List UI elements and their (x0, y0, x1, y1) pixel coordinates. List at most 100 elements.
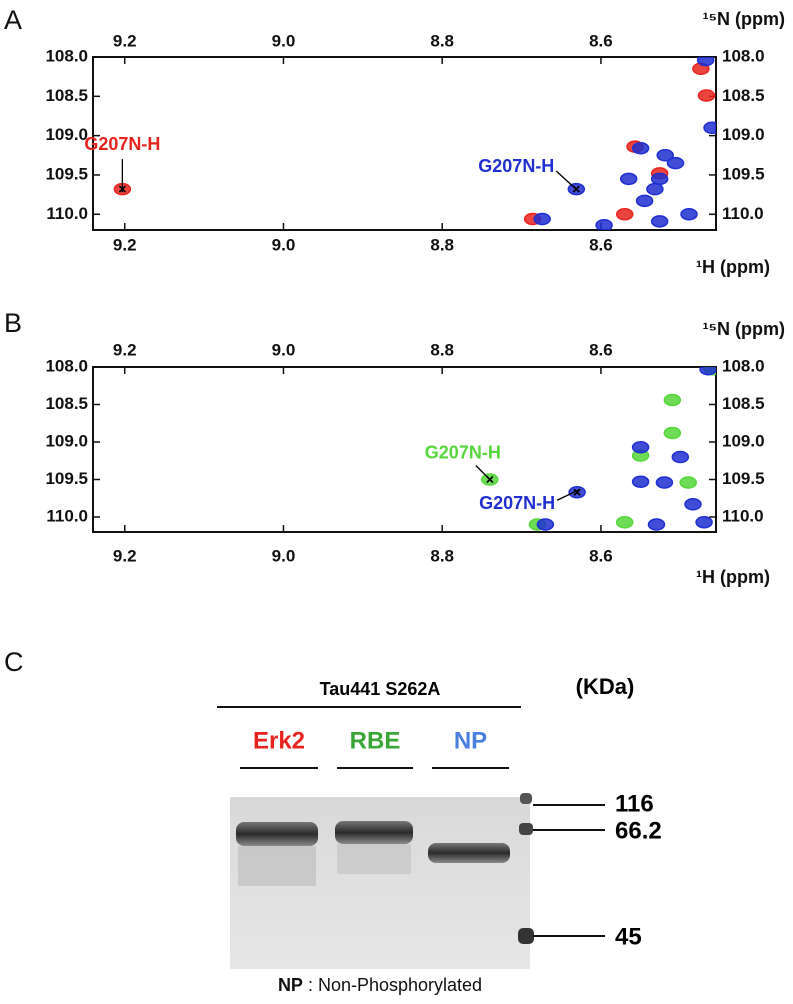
y-tick-label: 109.0 (722, 125, 765, 144)
x-tick-label: 9.2 (113, 31, 137, 50)
marker-label: 66.2 (615, 817, 662, 844)
peaks (113, 57, 716, 230)
x-tick-label: 9.0 (272, 546, 296, 565)
annotation: G207N-H (479, 493, 555, 513)
unit-label: (KDa) (576, 674, 635, 699)
panel-label: A (4, 5, 22, 35)
y-tick-label: 109.0 (45, 125, 88, 144)
marker-band (520, 793, 532, 804)
x-tick-label: 8.8 (430, 546, 454, 565)
x-tick-label: 9.2 (113, 235, 137, 254)
y-tick-label: 109.0 (45, 431, 88, 450)
x-tick-label: 8.8 (430, 340, 454, 359)
peak (680, 208, 698, 221)
y-tick-label: 109.0 (722, 431, 765, 450)
annotation: G207N-H (425, 442, 501, 462)
marker-label: 116 (615, 790, 654, 817)
footnote-text: : Non-Phosphorylated (303, 975, 482, 995)
peak (533, 212, 551, 226)
peak (650, 215, 669, 228)
x-tick-label: 9.0 (272, 31, 296, 50)
annotation-arrow (556, 488, 581, 501)
annotation: G207N-H (84, 134, 160, 154)
y-tick-label: 110.0 (722, 506, 764, 525)
peak (635, 194, 654, 208)
peak (697, 89, 716, 102)
lane-label: RBE (350, 727, 401, 754)
construct-label: Tau441 S262A (320, 679, 441, 699)
gel-panel: C Tau441 S262A (KDa) 116 66.2 45 NP : No… (4, 647, 662, 995)
y-tick-label: 108.0 (45, 356, 88, 375)
y-axis-label: ¹⁵N (ppm) (703, 319, 785, 339)
marker-label: 45 (615, 923, 642, 950)
y-tick-label: 110.0 (46, 506, 88, 525)
y-tick-label: 108.5 (722, 394, 765, 413)
x-tick-label: 8.6 (589, 340, 613, 359)
lane-label: NP (454, 727, 487, 754)
peak (631, 141, 650, 155)
peak (703, 121, 716, 135)
x-tick-label: 8.6 (589, 31, 613, 50)
peak (615, 516, 634, 529)
peak (536, 518, 555, 531)
gel-band (236, 822, 318, 846)
y-tick-label: 109.5 (45, 164, 88, 183)
peak (656, 149, 674, 162)
peak (695, 516, 713, 529)
footnote-key: NP (278, 975, 303, 995)
peak (666, 156, 685, 170)
peak (663, 426, 682, 440)
y-axis-label: ¹⁵N (ppm) (703, 9, 785, 29)
y-tick-label: 110.0 (722, 204, 764, 223)
panel-label: B (4, 308, 22, 338)
x-tick-label: 8.6 (589, 546, 613, 565)
peak (655, 476, 674, 489)
y-tick-label: 109.5 (45, 469, 88, 488)
y-tick-label: 109.5 (722, 164, 765, 183)
peak (631, 475, 650, 488)
x-tick-label: 9.0 (272, 235, 296, 254)
peak (631, 441, 650, 454)
x-tick-label: 9.2 (113, 546, 137, 565)
y-tick-label: 110.0 (46, 204, 88, 223)
panel-label: C (4, 647, 24, 677)
gel-smear (238, 846, 316, 886)
peak (699, 367, 716, 376)
x-tick-label: 8.6 (589, 235, 613, 254)
y-tick-label: 108.5 (45, 86, 88, 105)
y-tick-label: 108.5 (45, 394, 88, 413)
y-tick-label: 108.5 (722, 86, 765, 105)
x-tick-label: 8.8 (430, 235, 454, 254)
annotation: G207N-H (478, 156, 554, 176)
y-tick-label: 108.0 (722, 46, 765, 65)
lane-label: Erk2 (253, 727, 305, 754)
peak (647, 518, 666, 531)
x-tick-label: 9.0 (272, 340, 296, 359)
peak (646, 182, 664, 196)
peak (619, 172, 638, 186)
peak (684, 498, 702, 511)
y-tick-label: 108.0 (722, 356, 765, 375)
x-tick-label: 8.8 (430, 31, 454, 50)
annotation-arrow (555, 170, 580, 193)
x-tick-label: 9.2 (113, 340, 137, 359)
plot-frame (92, 56, 717, 231)
gel-band (428, 843, 510, 863)
peak (671, 450, 690, 464)
peak (679, 476, 697, 489)
x-axis-label: ¹H (ppm) (696, 567, 770, 587)
annotation-arrow (475, 465, 494, 483)
peak (595, 219, 613, 230)
peak (650, 172, 669, 186)
peak (663, 393, 682, 407)
marker-band (519, 823, 533, 835)
footnote: NP : Non-Phosphorylated (278, 975, 482, 995)
peak (696, 57, 715, 67)
gel-smear (337, 844, 411, 874)
x-axis-label: ¹H (ppm) (696, 257, 770, 277)
gel-band (335, 821, 413, 844)
plot-frame (92, 366, 717, 533)
peaks (481, 367, 716, 531)
marker-band (518, 928, 534, 944)
